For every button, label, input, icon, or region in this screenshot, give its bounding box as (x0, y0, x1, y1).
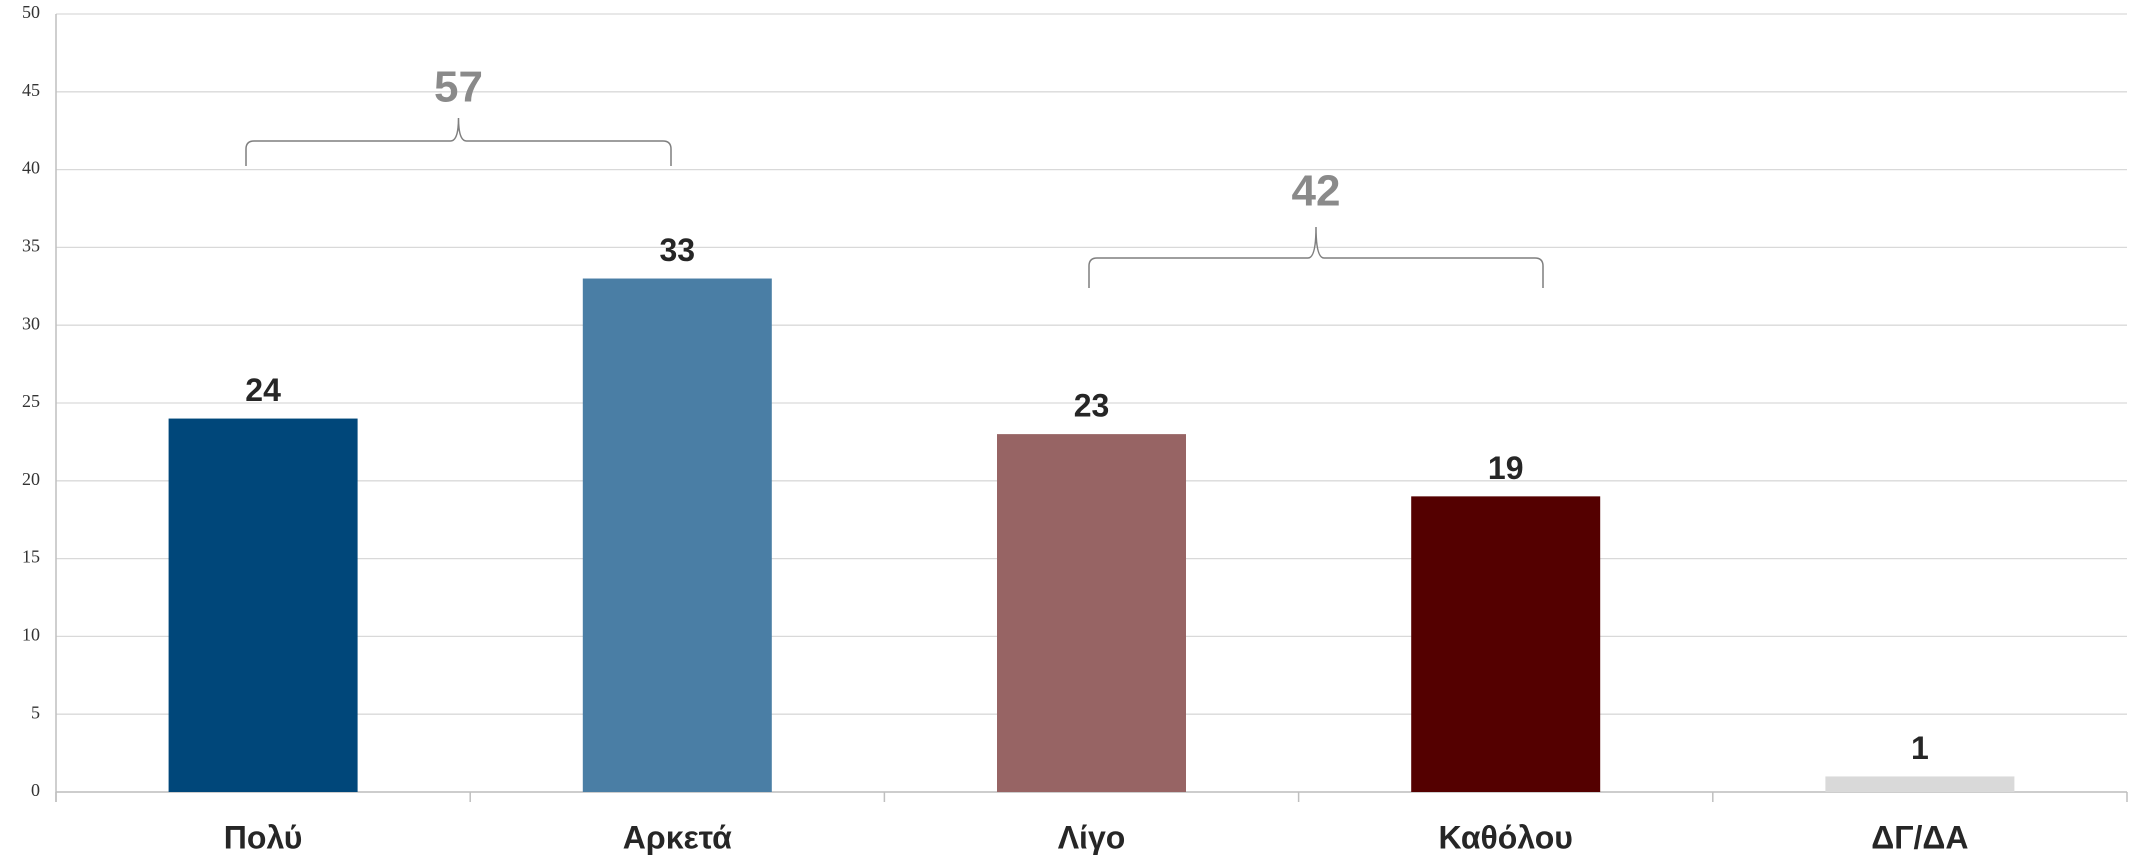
x-tick-label: ΔΓ/ΔΑ (1871, 819, 1968, 855)
bracket (245, 117, 672, 166)
y-tick-label: 30 (22, 313, 40, 333)
x-tick-label: Αρκετά (623, 819, 732, 855)
bar (1825, 776, 2015, 792)
y-tick-label: 0 (31, 780, 40, 800)
x-tick-label: Λίγο (1058, 819, 1126, 855)
y-tick-label: 45 (22, 80, 40, 100)
bar (582, 278, 772, 792)
bar (1411, 496, 1601, 792)
annotation: 57 (434, 63, 483, 112)
bar (997, 434, 1186, 792)
annotation: 42 (1292, 167, 1341, 216)
y-tick-label: 5 (31, 702, 40, 722)
value-label: 33 (660, 232, 696, 268)
y-tick-label: 25 (22, 391, 40, 411)
value-label: 23 (1074, 388, 1110, 424)
y-tick-label: 15 (22, 547, 40, 567)
x-tick-label: Καθόλου (1438, 819, 1572, 855)
bracket (1088, 226, 1544, 288)
y-tick-label: 10 (22, 625, 40, 645)
x-tick-label: Πολύ (224, 819, 303, 855)
value-label: 1 (1911, 730, 1929, 766)
bar (168, 418, 358, 792)
y-tick-label: 50 (22, 2, 40, 22)
y-tick-label: 40 (22, 158, 40, 178)
value-label: 24 (245, 372, 281, 408)
value-label: 19 (1488, 450, 1524, 486)
y-tick-label: 35 (22, 236, 40, 256)
y-tick-label: 20 (22, 469, 40, 489)
